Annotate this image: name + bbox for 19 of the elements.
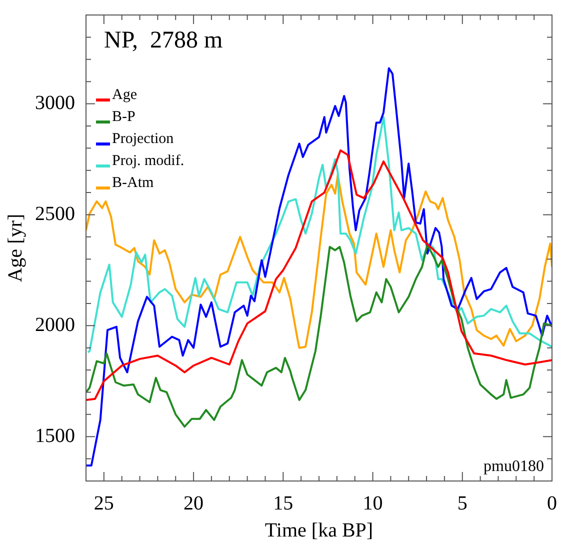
x-tick-label: 5 xyxy=(457,492,468,514)
x-tick-label: 15 xyxy=(273,492,294,514)
x-tick-label: 25 xyxy=(94,492,114,514)
y-tick-label: 2500 xyxy=(35,202,75,225)
legend-label: Proj. modif. xyxy=(112,152,184,169)
x-tick-label: 0 xyxy=(547,492,557,514)
x-tick-label: 20 xyxy=(184,492,204,514)
y-tick-label: 1500 xyxy=(35,424,75,447)
y-tick-label: 3000 xyxy=(35,92,75,114)
legend-label: Projection xyxy=(112,130,174,147)
text: NP, 2788 m xyxy=(104,27,224,54)
legend-label: B-P xyxy=(112,108,136,125)
legend-label: B-Atm xyxy=(112,174,154,191)
y-tick-label: 2000 xyxy=(35,314,75,336)
annotation: pmu0180 xyxy=(484,458,544,476)
x-tick-label: 10 xyxy=(362,492,383,514)
y-axis-title: Age [yr] xyxy=(4,214,26,282)
legend-label: Age xyxy=(112,86,138,103)
x-axis-title: Time [ka BP] xyxy=(264,519,374,542)
